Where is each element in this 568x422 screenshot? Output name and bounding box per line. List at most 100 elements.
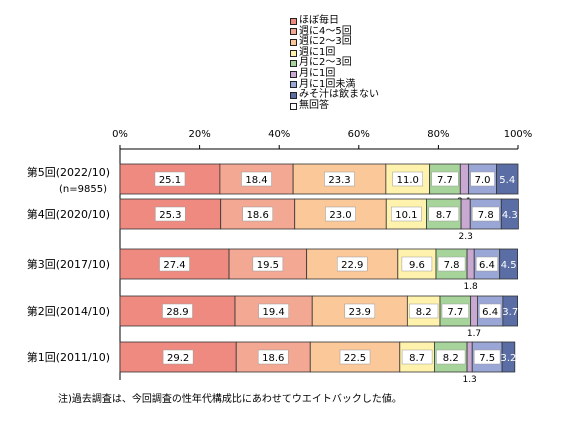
data-label: 29.2 — [167, 353, 189, 364]
data-label-box — [479, 303, 502, 319]
data-label: 18.4 — [245, 175, 267, 186]
data-label: 1.3 — [462, 375, 476, 385]
bar-segment — [501, 341, 516, 373]
bar-segment — [470, 295, 478, 327]
data-label: 3.7 — [502, 307, 518, 318]
data-label: 1.8 — [463, 282, 478, 292]
data-label: 23.3 — [328, 175, 350, 186]
data-label: 23.9 — [349, 307, 371, 318]
legend-item: 週に1回 — [290, 47, 379, 59]
data-label-box — [324, 171, 355, 187]
data-label: 23.0 — [329, 210, 351, 221]
data-label-box — [344, 303, 376, 319]
legend-label: 月に1回未満 — [299, 78, 356, 90]
data-label: 6.4 — [479, 260, 495, 271]
data-label-box — [325, 206, 356, 222]
data-label: 1.7 — [467, 329, 481, 339]
data-label-box — [162, 349, 194, 365]
data-label-box — [155, 206, 186, 222]
x-tick-label: 0% — [112, 129, 128, 140]
category-label: 第1回(2011/10) — [27, 350, 110, 364]
legend-item: 月に1回 — [290, 67, 379, 80]
bar-segment — [499, 248, 519, 280]
x-tick-label: 60% — [348, 129, 370, 140]
legend-swatch — [290, 17, 297, 25]
data-label: 7.7 — [447, 307, 463, 318]
data-label-box — [154, 171, 186, 187]
data-label-box — [437, 256, 466, 272]
bar-segment — [228, 248, 308, 280]
data-label: 8.2 — [416, 307, 432, 318]
data-label: 4.5 — [501, 260, 517, 271]
data-label: 25.1 — [159, 175, 181, 186]
data-label-box — [159, 256, 190, 272]
data-label: 18.6 — [262, 353, 284, 364]
data-label: 19.5 — [257, 260, 279, 271]
data-label: 8.2 — [443, 353, 459, 364]
data-label-box — [242, 206, 273, 222]
data-label: 28.9 — [166, 307, 188, 318]
data-label: 7.5 — [479, 353, 495, 364]
data-label-box — [441, 303, 469, 319]
x-tick-label: 40% — [268, 129, 290, 140]
legend-item: 月に2〜3回 — [290, 58, 379, 69]
data-label: 2.3 — [458, 232, 472, 242]
bar-segment — [119, 341, 237, 373]
bar-segment — [496, 163, 519, 195]
legend-swatch — [290, 28, 297, 36]
legend-item: みそ汁は飲まない — [290, 90, 379, 101]
data-label: 7.7 — [437, 175, 453, 186]
data-label-box — [473, 349, 501, 365]
legend-item: 週に2〜3回 — [290, 37, 379, 48]
legend-swatch — [290, 38, 297, 46]
legend-label: 月に1回 — [299, 67, 336, 79]
data-label-box — [336, 256, 368, 272]
data-label-box — [401, 349, 433, 365]
legend-item: 無回答 — [290, 99, 379, 112]
bar-segment — [460, 198, 471, 230]
chart-note: 注)過去調査は、今回調査の性年代構成比にあわせてウエイトバックした値。 — [58, 394, 402, 405]
legend-swatch — [290, 102, 297, 110]
data-label: 8.7 — [436, 210, 452, 221]
bar-segment — [459, 163, 470, 195]
data-label-box — [401, 256, 433, 272]
data-label-box — [339, 349, 371, 365]
legend-label: 週に4〜5回 — [299, 25, 352, 37]
legend-swatch — [290, 91, 297, 99]
data-label: 22.9 — [341, 260, 363, 271]
data-label-box — [431, 171, 459, 187]
x-tick-label: 100% — [504, 129, 533, 140]
category-label: 第5回(2022/10) — [27, 165, 110, 179]
data-label-box — [470, 171, 495, 187]
data-label: 3.2 — [500, 353, 516, 364]
data-label: 4.3 — [502, 210, 518, 221]
category-label: 第4回(2020/10) — [27, 207, 110, 221]
legend-swatch — [290, 70, 297, 78]
data-label-box — [241, 171, 272, 187]
data-label: 19.4 — [262, 307, 284, 318]
legend-label: 無回答 — [299, 99, 329, 111]
legend-label: 週に2〜3回 — [299, 36, 352, 48]
data-label: 18.6 — [247, 210, 269, 221]
data-label: 7.8 — [444, 260, 460, 271]
data-label-box — [391, 206, 422, 222]
data-label-box — [409, 303, 439, 319]
x-tick-label: 20% — [188, 129, 210, 140]
bar-segment — [466, 341, 473, 373]
data-label-box — [428, 206, 460, 222]
legend-swatch — [290, 49, 297, 57]
legend-item: 月に1回未満 — [290, 78, 379, 91]
category-label: 第2回(2014/10) — [27, 304, 110, 318]
data-label: 9.6 — [409, 260, 425, 271]
legend: ほぼ毎日 週に4〜5回 週に2〜3回 週に1回 月に2〜3回 月に1回 月に1回未満 みそ汁は… — [290, 15, 379, 112]
x-tick-label: 80% — [427, 129, 449, 140]
legend-item: 週に4〜5回 — [290, 25, 379, 38]
data-label: 6.4 — [482, 307, 498, 318]
data-label-box — [162, 303, 193, 319]
legend-swatch — [290, 60, 297, 68]
data-label-box — [252, 256, 284, 272]
legend-label: みそ汁は飲まない — [299, 89, 379, 101]
data-label: 11.0 — [397, 175, 419, 186]
data-label-box — [258, 303, 289, 319]
